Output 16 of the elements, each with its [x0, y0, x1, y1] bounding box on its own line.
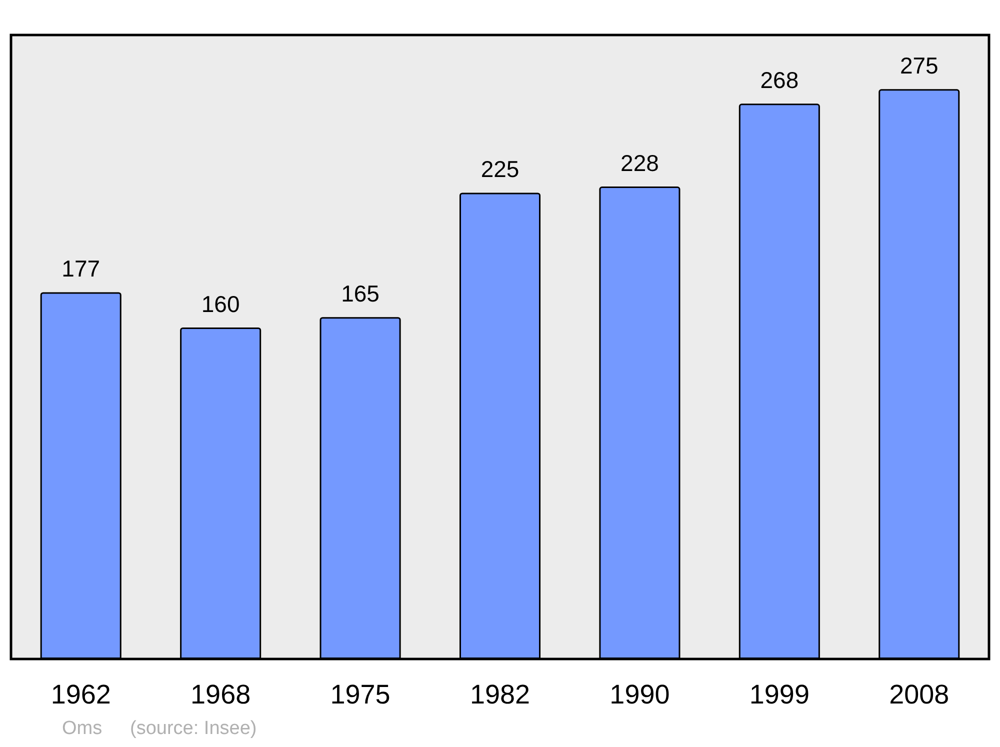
x-tick-label: 1975 — [330, 680, 390, 710]
text: Oms — [62, 718, 102, 739]
x-tick-label: 1962 — [50, 680, 111, 710]
x-tick-label: 2008 — [889, 680, 950, 710]
x-tick-label: 1982 — [470, 680, 530, 710]
data-label: 228 — [620, 150, 659, 176]
data-label: 165 — [341, 280, 380, 307]
data-label: 160 — [201, 290, 240, 317]
x-tick-label: 1968 — [190, 680, 251, 710]
x-tick-label: 1990 — [610, 680, 670, 710]
data-label: 268 — [760, 67, 799, 94]
data-label: 275 — [900, 52, 938, 79]
text: (source: Insee) — [130, 718, 257, 739]
data-label: 177 — [62, 256, 100, 282]
data-label: 225 — [480, 156, 520, 182]
x-tick-label: 1999 — [749, 680, 810, 710]
